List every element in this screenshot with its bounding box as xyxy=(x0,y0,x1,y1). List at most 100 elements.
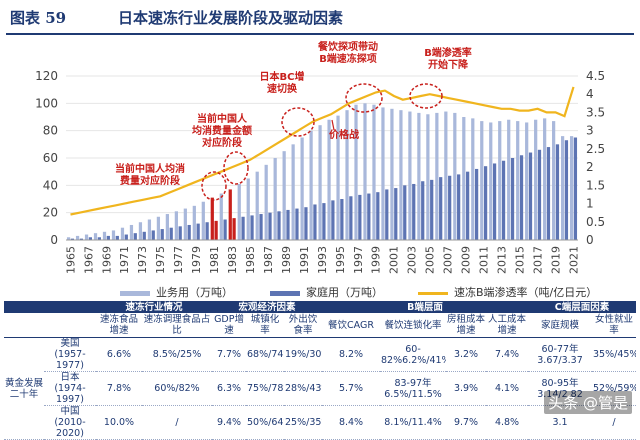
bar-business xyxy=(489,122,493,240)
x-tick-label: 1999 xyxy=(370,246,383,274)
x-tick-label: 1989 xyxy=(280,246,293,274)
x-tick-label: 2001 xyxy=(388,246,401,274)
table-cell: 8.4% xyxy=(322,405,381,440)
sub-header: 速冻食品增速 xyxy=(96,313,142,338)
legend-swatch-penetration xyxy=(418,291,448,295)
bar-household xyxy=(448,175,452,240)
x-tick-label: 2019 xyxy=(549,246,562,274)
chart: 0 20 40 60 80 100 120 0 0.5 1 1.5 2 2.5 3 3.5 4 4.5 1965 1… xyxy=(35,40,605,274)
table-cell: 7.8% xyxy=(96,371,142,406)
bar-household xyxy=(187,224,191,240)
bar-business xyxy=(309,130,313,240)
x-tick-label: 1983 xyxy=(226,246,239,274)
legend-label-household: 家庭用（万吨） xyxy=(306,286,383,299)
bar-business xyxy=(399,110,403,241)
bar-business xyxy=(462,117,466,240)
bar-business xyxy=(507,119,511,240)
x-tick-label: 2015 xyxy=(513,246,526,274)
group-header-industry: 速冻行业情况 xyxy=(96,301,213,313)
bar-business xyxy=(435,112,439,240)
y-right-tick-label: 1.5 xyxy=(586,178,605,192)
bar-business xyxy=(192,205,196,240)
bar-business xyxy=(183,208,187,240)
x-tick-label: 1979 xyxy=(190,246,203,274)
bar-household xyxy=(439,177,443,240)
bar-business xyxy=(327,119,331,240)
bar-household xyxy=(178,226,182,240)
bar-business xyxy=(147,219,152,240)
header: 图表 59 日本速冻行业发展阶段及驱动因素 xyxy=(0,0,640,35)
sub-header: 餐饮连锁化率 xyxy=(380,313,447,338)
annotation-text: 均消费量金额 xyxy=(192,124,252,137)
bar-business xyxy=(228,189,232,240)
penetration-line xyxy=(70,86,575,216)
table-cell: 9.4% xyxy=(212,405,247,440)
table-cell: 10.0% xyxy=(96,405,142,440)
bar-household xyxy=(492,163,497,240)
bar-business xyxy=(543,118,547,240)
table-cell: 75%/78% xyxy=(246,371,285,406)
y-right-tick-label: 3.5 xyxy=(586,105,605,119)
annotation-text: 速切换 xyxy=(267,82,298,95)
x-tick-label: 1997 xyxy=(352,246,365,274)
table-cell: 8.1%/11.4% xyxy=(380,405,447,440)
y-right-tick-label: 0.5 xyxy=(586,215,605,229)
sub-header: 外出饮食率 xyxy=(284,313,323,338)
group-header-macro: 宏观经济因素 xyxy=(212,301,323,313)
bar-business xyxy=(93,233,98,240)
y-left-tick-label: 0 xyxy=(50,233,58,247)
y-left-tick-label: 20 xyxy=(43,206,58,220)
bar-business xyxy=(264,164,268,240)
x-tick-label: 2007 xyxy=(442,246,455,274)
sub-header: GDP增速 xyxy=(212,313,247,338)
annotation-text: 当前中国人均消 xyxy=(115,162,185,175)
bar-household xyxy=(349,196,353,240)
bar-household xyxy=(97,237,101,240)
sub-header: 人工成本增速 xyxy=(486,313,529,338)
figure-title: 日本速冻行业发展阶段及驱动因素 xyxy=(118,9,344,27)
bar-household xyxy=(313,204,317,240)
table-cell: 6.6% xyxy=(96,337,142,372)
annotation-text: 价格战 xyxy=(329,128,359,141)
bar-business xyxy=(569,136,574,240)
bar-household xyxy=(376,192,380,240)
annotation-circle xyxy=(201,171,227,201)
bar-business xyxy=(560,136,565,240)
bar-household xyxy=(322,203,326,240)
bar-household xyxy=(340,199,344,240)
bar-business xyxy=(129,224,134,240)
x-tick-label: 1965 xyxy=(64,246,77,274)
table-cell: 3.2% xyxy=(446,337,487,372)
legend-item-penetration: 速冻B端渗透率（吨/亿日元） xyxy=(418,284,597,300)
legend-label-penetration: 速冻B端渗透率（吨/亿日元） xyxy=(454,286,598,299)
x-tick-label: 1985 xyxy=(244,246,257,274)
x-tick-label: 2013 xyxy=(495,246,508,274)
bar-business xyxy=(363,103,367,240)
bar-business xyxy=(480,121,484,240)
bar-business xyxy=(381,107,385,240)
drivers-table: 速冻行业情况 宏观经济因素 B端层面 C端层面因素 速冻食品增速 速冻调理食品占比… xyxy=(4,301,637,440)
y-left-tick-label: 120 xyxy=(35,69,58,83)
bar-business xyxy=(444,111,448,241)
table-cell: 25%/35% xyxy=(284,405,323,440)
annotation-circle xyxy=(409,83,443,109)
watermark: 头条 @管是 xyxy=(544,391,632,414)
bar-household xyxy=(564,140,569,240)
table-cell: 9.7% xyxy=(446,405,487,440)
bar-household xyxy=(223,219,227,240)
sub-header: 速冻调理食品占比 xyxy=(142,313,213,338)
table-cell: 60%/82% xyxy=(142,371,213,406)
table-cell: 68%/74% xyxy=(246,337,285,372)
bar-household xyxy=(277,211,281,240)
y-right-tick-label: 4.5 xyxy=(586,69,605,83)
table-cell: 6.3% xyxy=(212,371,247,406)
table-cell: 3.9% xyxy=(446,371,487,406)
bar-business xyxy=(408,111,412,241)
bar-household xyxy=(196,223,200,240)
bar-household xyxy=(295,208,299,240)
legend-label-business: 业务用（万吨） xyxy=(156,286,233,299)
annotation-text: B端渗透率 xyxy=(424,46,472,59)
y-right-tick-label: 0 xyxy=(586,233,594,247)
bar-business xyxy=(390,108,394,240)
